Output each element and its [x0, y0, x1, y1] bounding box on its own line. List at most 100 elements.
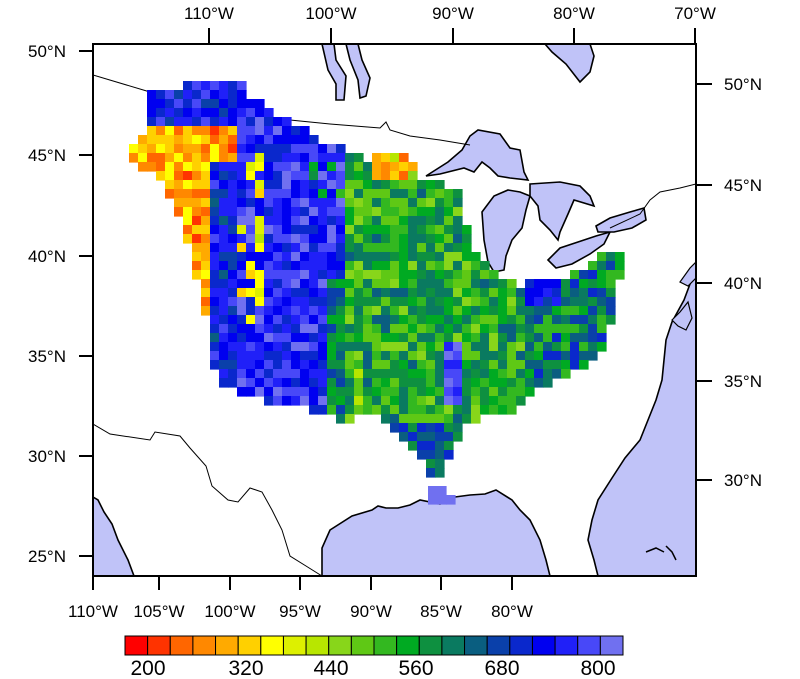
precip-cell [336, 351, 346, 361]
precip-cell [237, 369, 247, 379]
precip-cell [282, 279, 292, 289]
precip-cell [237, 234, 247, 244]
left-lat-label: 45°N [28, 146, 66, 165]
precip-cell [399, 234, 409, 244]
precip-cell [291, 189, 301, 199]
precip-cell [210, 108, 220, 118]
precip-cell [300, 270, 310, 280]
precip-cell [336, 162, 346, 172]
precip-cell [237, 261, 247, 271]
precip-cell [453, 414, 463, 424]
precip-cell [534, 288, 544, 298]
precip-cell [363, 342, 373, 352]
precip-cell [408, 396, 418, 406]
precip-cell [318, 189, 328, 199]
precip-cell [561, 315, 571, 325]
precip-cell [462, 225, 472, 235]
precip-cell [210, 306, 220, 316]
precip-cell [453, 261, 463, 271]
precip-cell [372, 279, 382, 289]
precip-cell [228, 117, 238, 127]
precip-cell [453, 234, 463, 244]
precip-cell [255, 342, 265, 352]
precip-cell [327, 315, 337, 325]
precip-cell [381, 162, 391, 172]
precip-cell [399, 351, 409, 361]
precip-cell [390, 207, 400, 217]
precip-cell [264, 279, 274, 289]
left-lat-label: 25°N [28, 547, 66, 566]
precip-cell [129, 144, 139, 154]
precip-cell [246, 180, 256, 190]
precip-cell [336, 405, 346, 415]
precip-cell [327, 306, 337, 316]
precip-cell [300, 324, 310, 334]
precip-cell [219, 198, 229, 208]
precip-cell [444, 369, 454, 379]
precip-cell [489, 351, 499, 361]
precip-cell [471, 324, 481, 334]
precip-cell [246, 144, 256, 154]
precip-cell [381, 288, 391, 298]
precip-cell [345, 180, 355, 190]
precip-cell [507, 315, 517, 325]
precip-cell [156, 126, 166, 136]
precip-cell [426, 207, 436, 217]
precip-cell [327, 171, 337, 181]
precip-cell [435, 180, 445, 190]
precip-cell [543, 306, 553, 316]
precip-cell [399, 189, 409, 199]
precip-cell [408, 306, 418, 316]
precip-cell [264, 162, 274, 172]
precip-cell [390, 297, 400, 307]
precip-cell [246, 243, 256, 253]
precip-cell [444, 288, 454, 298]
precip-cell [300, 153, 310, 163]
precip-cell [201, 81, 211, 91]
precip-cell [543, 333, 553, 343]
precip-cell [336, 324, 346, 334]
colorbar-swatch [147, 635, 171, 656]
precip-cell [291, 279, 301, 289]
precip-cell [561, 288, 571, 298]
precip-cell [408, 225, 418, 235]
precip-cell [354, 180, 364, 190]
precip-cell [201, 225, 211, 235]
colorbar-swatch [305, 635, 330, 656]
precip-cell [264, 387, 274, 397]
precip-cell [255, 252, 265, 262]
precip-cell [408, 441, 418, 451]
precip-cell [408, 180, 418, 190]
precip-cell [228, 90, 238, 100]
precip-cell [300, 315, 310, 325]
colorbar-swatch [554, 635, 579, 656]
precip-cell [363, 234, 373, 244]
precip-cell [426, 297, 436, 307]
precip-cell [516, 378, 526, 388]
precip-cell [201, 99, 211, 109]
precip-cell [273, 198, 283, 208]
precip-cell [147, 126, 157, 136]
precip-cell [561, 351, 571, 361]
precip-cell [552, 279, 562, 289]
precip-cell [525, 333, 535, 343]
precip-cell [606, 279, 616, 289]
precip-cell [597, 315, 607, 325]
precip-cell [264, 396, 274, 406]
colorbar-swatch [124, 635, 149, 656]
top-lon-label: 70°W [674, 4, 716, 23]
precip-cell [273, 315, 283, 325]
precip-cell [480, 279, 490, 289]
precip-cell [570, 288, 580, 298]
precip-cell [192, 198, 202, 208]
precip-cell [444, 198, 454, 208]
precip-cell [444, 279, 454, 289]
precip-cell [462, 360, 472, 370]
precip-cell [507, 279, 517, 289]
precip-cell [489, 342, 499, 352]
precip-cell [228, 225, 238, 235]
precip-cell [408, 162, 418, 172]
precip-cell [408, 270, 418, 280]
precip-cell [246, 171, 256, 181]
precip-cell [381, 279, 391, 289]
